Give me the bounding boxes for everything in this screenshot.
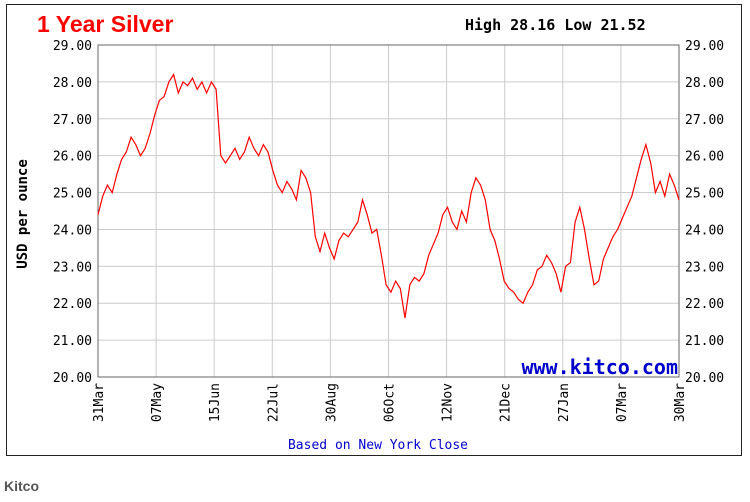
x-tick-label: 31Mar <box>92 383 107 422</box>
kitco-watermark: www.kitco.com <box>521 355 678 379</box>
y-tick-label-left: 29.00 <box>53 39 92 54</box>
y-tick-label-right: 26.00 <box>685 150 724 165</box>
x-tick-label: 07May <box>150 383 165 422</box>
footnote: Based on New York Close <box>288 438 468 453</box>
x-tick-label: 21Dec <box>499 383 514 422</box>
price-line <box>97 73 680 319</box>
high-low-text: High 28.16 Low 21.52 <box>465 16 646 34</box>
y-tick-label-left: 27.00 <box>53 113 92 128</box>
y-tick-label-left: 21.00 <box>53 334 92 349</box>
y-tick-label-left: 28.00 <box>53 76 92 91</box>
x-tick-label: 30Aug <box>324 383 339 422</box>
x-tick-label: 27Jan <box>557 383 572 422</box>
x-axis-ticks: 31Mar 07May 15Jun 22Jul 30Aug 06Oct 12Nov 21Dec… <box>92 383 688 422</box>
chart-title: 1 Year Silver <box>37 11 173 37</box>
y-tick-label-right: 24.00 <box>685 223 724 238</box>
plot-area <box>97 44 680 378</box>
x-tick-label: 06Oct <box>383 383 398 422</box>
x-tick-label: 12Nov <box>441 383 456 422</box>
y-tick-label-left: 23.00 <box>53 260 92 275</box>
y-tick-label-left: 22.00 <box>53 297 92 312</box>
y-tick-label-right: 27.00 <box>685 113 724 128</box>
y-tick-label-right: 25.00 <box>685 187 724 202</box>
y-tick-label-left: 26.00 <box>53 150 92 165</box>
y-tick-label-right: 28.00 <box>685 76 724 91</box>
x-tick-label: 07Mar <box>615 383 630 422</box>
grid-layer <box>97 44 680 378</box>
y-tick-label-left: 20.00 <box>53 371 92 386</box>
x-tick-label: 30Mar <box>673 383 688 422</box>
source-label: Kitco <box>4 478 39 494</box>
y-tick-label-right: 20.00 <box>685 371 724 386</box>
y-tick-label-right: 29.00 <box>685 39 724 54</box>
chart-frame: 20.00 20.00 21.00 21.00 22.00 22.00 23.00 23.00… <box>6 4 742 456</box>
silver-price-chart: 20.00 20.00 21.00 21.00 22.00 22.00 23.00 23.00… <box>15 11 724 453</box>
y-tick-label-right: 22.00 <box>685 297 724 312</box>
y-tick-label-left: 24.00 <box>53 223 92 238</box>
y-axis-ticks: 20.00 20.00 21.00 21.00 22.00 22.00 23.00 23.00… <box>53 39 724 386</box>
y-tick-label-right: 21.00 <box>685 334 724 349</box>
x-tick-label: 15Jun <box>208 383 223 422</box>
y-tick-label-right: 23.00 <box>685 260 724 275</box>
y-axis-label: USD per ounce <box>15 159 31 269</box>
y-tick-label-left: 25.00 <box>53 187 92 202</box>
x-tick-label: 22Jul <box>266 383 281 422</box>
